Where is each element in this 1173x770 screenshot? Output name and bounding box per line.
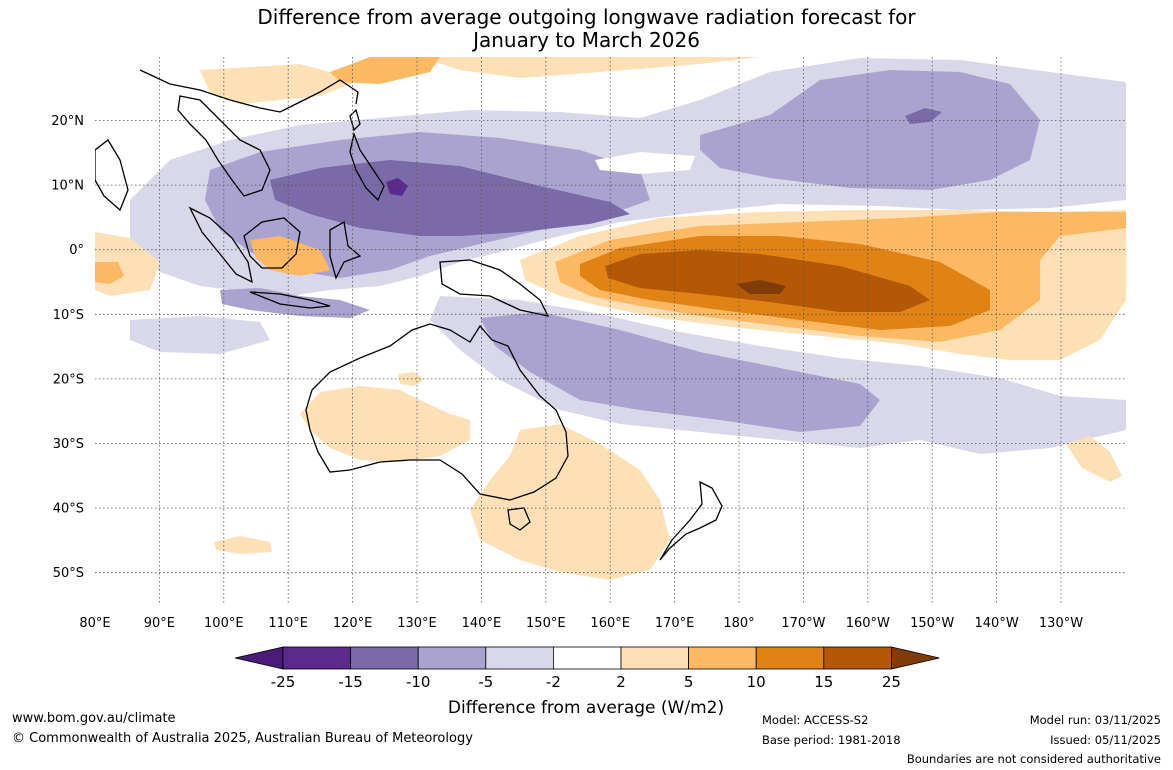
longitude-label: 130°W bbox=[1039, 616, 1083, 631]
colorbar-label: Difference from average (W/m2) bbox=[448, 698, 724, 718]
colorbar-tick-label: 2 bbox=[616, 673, 626, 691]
latitude-label: 10°N bbox=[51, 179, 84, 194]
coastline-sulawesi bbox=[329, 220, 362, 280]
longitude-label: 180° bbox=[723, 616, 754, 631]
coastline-philippines bbox=[349, 131, 385, 202]
latitude-label: 30°S bbox=[53, 437, 84, 452]
graticule bbox=[95, 57, 1126, 604]
longitude-label: 140°W bbox=[975, 616, 1019, 631]
positive-anomaly-equatorial-core bbox=[605, 250, 930, 312]
latitude-label: 20°N bbox=[51, 114, 84, 129]
latitude-label: 0° bbox=[69, 243, 84, 258]
coastline-new-guinea bbox=[439, 259, 550, 317]
coastline-tasmania bbox=[507, 507, 531, 531]
boundaries-disclaimer: Boundaries are not considered authoritat… bbox=[906, 752, 1161, 766]
longitude-label: 90°E bbox=[144, 616, 175, 631]
website-link[interactable]: www.bom.gov.au/climate bbox=[12, 711, 176, 726]
colorbar-segment bbox=[282, 646, 351, 670]
colorbar-segment bbox=[823, 646, 892, 670]
colorbar-tick-label: -15 bbox=[338, 673, 363, 691]
longitude-label: 170°E bbox=[655, 616, 695, 631]
model-name: Model: ACCESS-S2 bbox=[762, 713, 869, 727]
longitude-label: 150°E bbox=[526, 616, 566, 631]
coastline-india bbox=[95, 139, 129, 212]
positive-anomaly-core-north bbox=[330, 57, 440, 84]
colorbar-segment bbox=[417, 646, 487, 670]
model-run-date: Model run: 03/11/2025 bbox=[1029, 713, 1161, 727]
positive-anomaly-south-west bbox=[214, 536, 272, 554]
longitude-label: 160°W bbox=[846, 616, 890, 631]
copyright-text: © Commonwealth of Australia 2025, Austra… bbox=[12, 731, 473, 746]
positive-anomaly-west-core bbox=[95, 262, 124, 284]
coastline-borneo bbox=[243, 217, 301, 269]
colorbar-tick-label: 10 bbox=[747, 673, 766, 691]
longitude-label: 150°W bbox=[910, 616, 954, 631]
positive-anomaly-region-north bbox=[95, 57, 760, 104]
colorbar-segment bbox=[350, 646, 419, 670]
negative-anomaly-south-medium bbox=[480, 312, 880, 432]
neutral-region-east bbox=[595, 152, 695, 174]
latitude-label: 50°S bbox=[53, 566, 84, 581]
coastlines bbox=[95, 69, 723, 561]
longitude-label: 100°E bbox=[204, 616, 244, 631]
longitude-label: 160°E bbox=[590, 616, 630, 631]
colorbar-tick-label: -2 bbox=[546, 673, 561, 691]
colorbar-tick-label: -10 bbox=[406, 673, 431, 691]
negative-anomaly-core bbox=[270, 160, 630, 236]
negative-anomaly-peak bbox=[386, 178, 408, 196]
longitude-label: 80°E bbox=[79, 616, 110, 631]
colorbar-extend-low bbox=[234, 646, 284, 670]
coastline-java bbox=[249, 291, 331, 309]
colorbar-segment bbox=[485, 646, 554, 670]
coastline-australia bbox=[305, 323, 569, 501]
colorbar-tick-label: 25 bbox=[882, 673, 901, 691]
coastline-new-zealand bbox=[659, 480, 723, 561]
colorbar-segment bbox=[688, 646, 757, 670]
negative-anomaly-small-ne bbox=[905, 108, 942, 124]
longitude-label: 110°E bbox=[268, 616, 308, 631]
negative-anomaly-northeast bbox=[700, 70, 1040, 190]
coastline-indochina bbox=[177, 95, 271, 197]
positive-anomaly-borneo bbox=[250, 236, 330, 276]
longitude-label: 140°E bbox=[462, 616, 502, 631]
positive-anomaly-australia bbox=[300, 386, 470, 462]
colorbar: -25 -15 -10 -5 -2 2 5 10 15 25 bbox=[234, 646, 940, 691]
positive-anomaly-nsw bbox=[470, 424, 670, 580]
colorbar-segment bbox=[620, 646, 689, 670]
issued-date: Issued: 05/11/2025 bbox=[1050, 733, 1161, 747]
latitude-label: 40°S bbox=[53, 502, 84, 517]
base-period: Base period: 1981-2018 bbox=[762, 733, 901, 747]
colorbar-tick-label: 5 bbox=[684, 673, 694, 691]
latitude-label: 20°S bbox=[53, 372, 84, 387]
latitude-labels: 20°N 10°N 0° 10°S 20°S 30°S 40°S 50°S bbox=[51, 114, 84, 581]
latitude-label: 10°S bbox=[53, 308, 84, 323]
map-title-line-1: Difference from average outgoing longwav… bbox=[257, 5, 916, 29]
negative-anomaly-indian-ocean bbox=[130, 316, 270, 354]
anomaly-field bbox=[95, 57, 1126, 580]
colorbar-segment bbox=[755, 646, 825, 670]
longitude-label: 170°W bbox=[781, 616, 825, 631]
colorbar-tick-label: -25 bbox=[271, 673, 296, 691]
longitude-label: 130°E bbox=[397, 616, 437, 631]
colorbar-tick-label: 15 bbox=[814, 673, 833, 691]
coastline-china bbox=[139, 69, 359, 113]
colorbar-segment bbox=[553, 646, 622, 670]
positive-anomaly-peak bbox=[736, 280, 786, 294]
positive-anomaly-south-east bbox=[1066, 436, 1122, 482]
coastline-sumatra bbox=[188, 206, 253, 284]
longitude-label: 120°E bbox=[333, 616, 373, 631]
longitude-labels: 80°E 90°E 100°E 110°E 120°E 130°E 140°E 150°E 16… bbox=[79, 616, 1083, 631]
colorbar-tick-label: -5 bbox=[478, 673, 493, 691]
map-title-line-2: January to March 2026 bbox=[473, 28, 700, 52]
colorbar-extend-high bbox=[891, 646, 940, 670]
